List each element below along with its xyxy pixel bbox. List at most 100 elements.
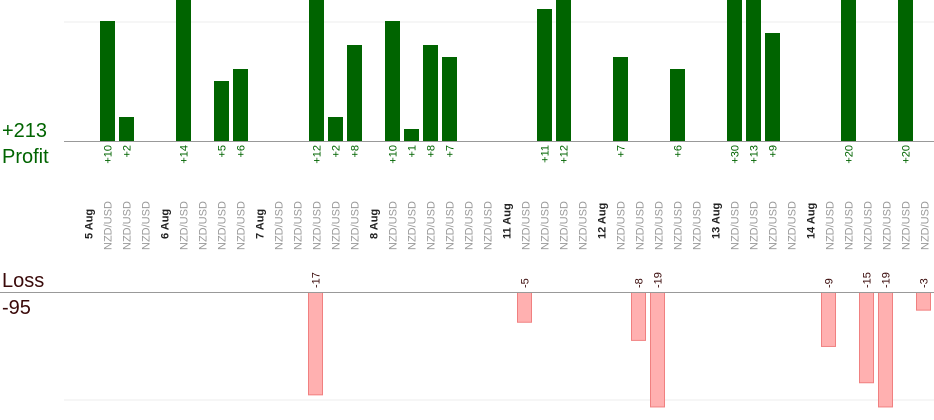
- profit-value-label: +12: [559, 145, 571, 164]
- pair-label: NZD/USD: [901, 201, 913, 250]
- loss-bar: [308, 292, 323, 396]
- pair-label: NZD/USD: [274, 201, 286, 250]
- date-label: 14 Aug: [806, 203, 818, 239]
- profit-value-label: +30: [730, 145, 742, 164]
- profit-value-label: +8: [350, 145, 362, 158]
- profit-value-label: +1: [407, 145, 419, 158]
- pair-label: NZD/USD: [217, 201, 229, 250]
- pair-label: NZD/USD: [388, 201, 400, 250]
- loss-value-label: -9: [824, 278, 836, 288]
- pair-label: NZD/USD: [521, 201, 533, 250]
- profit-value-label: +20: [844, 145, 856, 164]
- profit-value-label: +13: [749, 145, 761, 164]
- date-label: 6 Aug: [160, 209, 172, 239]
- loss-value-label: -19: [653, 272, 665, 288]
- loss-bar: [631, 292, 646, 341]
- profit-value-label: +7: [445, 145, 457, 158]
- profit-bar: [765, 33, 780, 141]
- profit-bar: [556, 0, 571, 141]
- pair-label: NZD/USD: [920, 201, 932, 250]
- loss-bar: [650, 292, 665, 408]
- date-label: 11 Aug: [502, 203, 514, 239]
- profit-value-label: +8: [426, 145, 438, 158]
- profit-value-label: +2: [122, 145, 134, 158]
- loss-value-label: -3: [919, 278, 931, 288]
- pair-label: NZD/USD: [445, 201, 457, 250]
- pair-label: NZD/USD: [103, 201, 115, 250]
- pair-label: NZD/USD: [141, 201, 153, 250]
- pair-label: NZD/USD: [749, 201, 761, 250]
- profit-bar: [727, 0, 742, 141]
- profit-bar: [233, 69, 248, 141]
- profit-bar: [537, 9, 552, 141]
- loss-bar: [517, 292, 532, 323]
- pair-label: NZD/USD: [407, 201, 419, 250]
- pair-label: NZD/USD: [635, 201, 647, 250]
- date-labels: 5 Aug 6 Aug 7 Aug 8 Aug 11 Aug 12 Aug 13 Aug 14…: [84, 203, 818, 239]
- loss-label: Loss: [2, 270, 44, 292]
- profit-bar: [119, 117, 134, 141]
- profit-bar: [100, 21, 115, 141]
- pair-label: NZD/USD: [483, 201, 495, 250]
- pair-label: NZD/USD: [692, 201, 704, 250]
- pair-label: NZD/USD: [350, 201, 362, 250]
- profit-value-label: +6: [236, 145, 248, 158]
- profit-value-label: +14: [179, 145, 191, 164]
- pair-label: NZD/USD: [787, 201, 799, 250]
- profit-value-label: +9: [768, 145, 780, 158]
- loss-value-label: -5: [520, 278, 532, 288]
- loss-value-label: -8: [634, 278, 646, 288]
- pair-label: NZD/USD: [293, 201, 305, 250]
- pair-label: NZD/USD: [464, 201, 476, 250]
- loss-value-label: -19: [881, 272, 893, 288]
- profit-value-label: +20: [901, 145, 913, 164]
- profit-bar: [898, 0, 913, 141]
- profit-bars: [100, 0, 913, 141]
- profit-value-label: +5: [217, 145, 229, 158]
- pair-label: NZD/USD: [331, 201, 343, 250]
- profit-value-labels: +10 +2 +14 +5 +6 +12 +2 +8 +10 +1 +8 +7 +11 +12 +7 +6 +3…: [103, 145, 913, 164]
- loss-total: -95: [2, 297, 31, 319]
- profit-total: +213: [2, 120, 47, 142]
- profit-bar: [214, 81, 229, 141]
- pair-label: NZD/USD: [616, 201, 628, 250]
- pair-label: NZD/USD: [312, 201, 324, 250]
- date-label: 12 Aug: [597, 203, 609, 239]
- profit-bar: [309, 0, 324, 141]
- profit-bar: [347, 45, 362, 141]
- pair-label: NZD/USD: [673, 201, 685, 250]
- profit-value-label: +10: [103, 145, 115, 164]
- pair-label: NZD/USD: [179, 201, 191, 250]
- profit-bar: [404, 129, 419, 141]
- pair-label: NZD/USD: [844, 201, 856, 250]
- loss-value-label: -17: [311, 272, 323, 288]
- profit-bar: [442, 57, 457, 141]
- profit-bar: [176, 0, 191, 141]
- date-label: 8 Aug: [369, 209, 381, 239]
- pair-label: NZD/USD: [122, 201, 134, 250]
- pair-label: NZD/USD: [578, 201, 590, 250]
- pair-label: NZD/USD: [654, 201, 666, 250]
- profit-bar: [670, 69, 685, 141]
- loss-bar: [821, 292, 836, 347]
- profit-bar: [613, 57, 628, 141]
- date-label: 5 Aug: [84, 209, 96, 239]
- date-label: 7 Aug: [255, 209, 267, 239]
- profit-bar: [423, 45, 438, 141]
- profit-value-label: +2: [331, 145, 343, 158]
- pair-label: NZD/USD: [882, 201, 894, 250]
- profit-bar: [746, 0, 761, 141]
- pair-label: NZD/USD: [426, 201, 438, 250]
- pair-label: NZD/USD: [559, 201, 571, 250]
- loss-value-label: -15: [862, 272, 874, 288]
- profit-value-label: +6: [673, 145, 685, 158]
- profit-value-label: +10: [388, 145, 400, 164]
- loss-bar: [916, 292, 931, 311]
- pair-label: NZD/USD: [768, 201, 780, 250]
- profit-value-label: +11: [540, 145, 552, 163]
- loss-bar: [878, 292, 893, 408]
- profit-bar: [841, 0, 856, 141]
- pair-label: NZD/USD: [825, 201, 837, 250]
- profit-label: Profit: [2, 146, 49, 168]
- pair-label: NZD/USD: [730, 201, 742, 250]
